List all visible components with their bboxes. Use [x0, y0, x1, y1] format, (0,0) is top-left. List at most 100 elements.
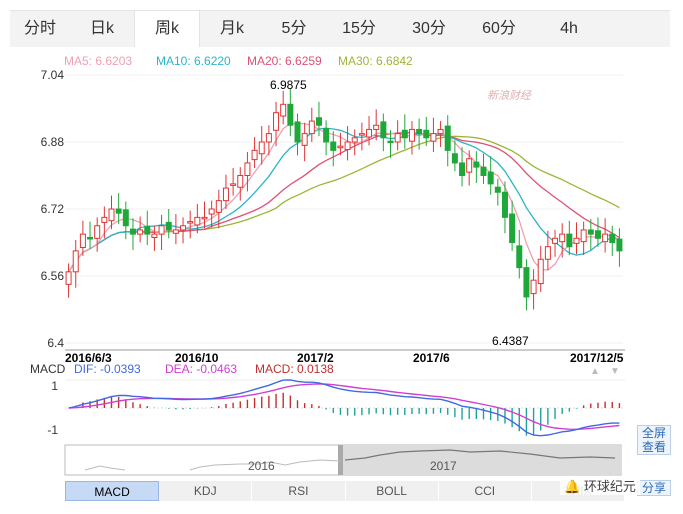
macd-tick-bottom: -1 — [47, 423, 58, 437]
candle-body-13 — [158, 225, 165, 235]
navigator-selection[interactable] — [343, 446, 620, 474]
wechat-icon: 🔔 — [564, 479, 581, 494]
tab-0[interactable]: 分时 — [23, 20, 56, 37]
candle-body-11 — [144, 226, 151, 235]
candle-body-18 — [194, 216, 201, 226]
candle-body-31 — [287, 103, 294, 126]
candle-body-57 — [473, 161, 480, 168]
indicator-tab-rsi[interactable]: RSI — [252, 481, 346, 501]
y-tick-label-3: 6.56 — [41, 269, 65, 283]
candle-body-74 — [594, 230, 601, 239]
tab-6[interactable]: 30分 — [412, 20, 446, 37]
candle-body-77 — [616, 238, 623, 252]
high-annotation: 6.9875 — [270, 78, 307, 92]
share-button[interactable]: 分享 — [637, 480, 671, 496]
indicator-tab-boll[interactable]: BOLL — [345, 481, 439, 501]
candle-body-47 — [401, 129, 408, 139]
indicator-tab-cci[interactable]: CCI — [438, 481, 532, 501]
candle-body-1 — [72, 250, 79, 273]
candle-body-39 — [344, 141, 351, 151]
candle-body-15 — [172, 229, 179, 234]
candle-body-32 — [294, 121, 301, 143]
candle-body-26 — [251, 149, 258, 161]
dif-line — [68, 379, 620, 437]
tab-8[interactable]: 4h — [560, 20, 578, 37]
candle-body-53 — [444, 125, 451, 151]
navigator-trend-2017 — [344, 449, 616, 461]
indicator-tab-kdj[interactable]: KDJ — [159, 481, 253, 501]
macd-tick-top: 1 — [51, 379, 58, 393]
candle-body-5 — [101, 216, 108, 223]
candle-body-75 — [602, 233, 609, 243]
range-navigator[interactable]: 2016 2017 — [64, 444, 622, 476]
candle-body-45 — [387, 140, 394, 144]
candle-body-40 — [351, 137, 358, 143]
macd-up-arrow-icon[interactable]: ▲ — [590, 366, 600, 377]
fullscreen-label: 全屏 — [641, 426, 666, 440]
macd-bars — [75, 392, 621, 436]
candle-body-12 — [151, 233, 158, 238]
candle-body-6 — [108, 208, 115, 222]
legend-item-0: MA5: 6.6203 — [64, 54, 132, 68]
candle-body-62 — [509, 213, 516, 243]
candle-body-73 — [587, 229, 594, 235]
candle-body-66 — [537, 258, 544, 285]
navigator-left-handle[interactable] — [338, 445, 343, 475]
candle-body-22 — [222, 187, 229, 202]
candle-body-19 — [201, 216, 208, 220]
legend-item-1: MA10: 6.6220 — [156, 54, 231, 68]
sina-logo: 新浪财经 — [487, 89, 532, 102]
watermark: 🔔 环球纪元 — [560, 476, 640, 495]
candle-body-49 — [416, 128, 423, 135]
candle-body-51 — [430, 133, 437, 142]
candle-body-46 — [394, 133, 401, 143]
tab-2[interactable]: 周k — [134, 11, 200, 47]
tab-3[interactable]: 月k — [219, 20, 244, 37]
candle-body-41 — [358, 133, 365, 136]
candle-body-60 — [494, 186, 501, 193]
tab-7[interactable]: 60分 — [482, 20, 516, 37]
candle-body-64 — [523, 267, 530, 298]
dealine-path — [68, 383, 620, 431]
x-tick-label-3: 2017/6 — [413, 351, 450, 365]
candle-body-52 — [437, 128, 444, 135]
ma30-line — [68, 135, 620, 273]
candles — [65, 88, 623, 311]
candle-body-70 — [566, 233, 573, 248]
candle-body-27 — [258, 141, 265, 155]
candle-body-37 — [330, 141, 337, 151]
y-tick-label-1: 6.88 — [41, 135, 65, 149]
navigator-year-2016: 2016 — [248, 459, 275, 473]
tab-5[interactable]: 15分 — [342, 20, 376, 37]
navigator-trend-early — [84, 465, 126, 471]
y-tick-label-4: 6.4 — [47, 336, 64, 350]
legend-item-2: MA20: 6.6259 — [247, 54, 322, 68]
dea-line — [68, 383, 620, 431]
macd-legend: MACD DIF: -0.0393 DEA: -0.0463 MACD: 0.0138 — [30, 362, 334, 376]
fullscreen-view-button[interactable]: 全屏 查看 — [637, 425, 671, 455]
difline-path — [68, 379, 620, 437]
candle-body-14 — [165, 221, 172, 231]
candle-body-44 — [380, 121, 387, 139]
candle-body-0 — [65, 271, 72, 285]
view-label: 查看 — [641, 440, 666, 454]
candle-body-7 — [115, 208, 122, 214]
indicator-tab-macd[interactable]: MACD — [65, 481, 160, 501]
candle-body-28 — [265, 133, 272, 143]
candle-body-16 — [180, 225, 187, 231]
candle-body-25 — [244, 162, 251, 176]
ma5-line — [68, 122, 620, 273]
candle-body-48 — [408, 128, 415, 142]
candle-body-8 — [122, 209, 129, 227]
candle-body-59 — [487, 171, 494, 185]
watermark-text: 环球纪元 — [583, 479, 636, 494]
candle-body-20 — [208, 208, 215, 215]
x-tick-label-0: 2016/6/3 — [65, 351, 112, 365]
tab-1[interactable]: 日k — [89, 20, 114, 37]
tab-4[interactable]: 5分 — [281, 20, 307, 37]
macd-legend-3: MACD: 0.0138 — [255, 362, 334, 376]
macd-down-arrow-icon[interactable]: ▼ — [610, 366, 620, 377]
candle-body-69 — [559, 233, 566, 243]
x-axis: 2016/6/3 2016/10 2017/2 2017/6 2017/12/5 — [65, 351, 624, 365]
ma20-path — [68, 131, 620, 273]
